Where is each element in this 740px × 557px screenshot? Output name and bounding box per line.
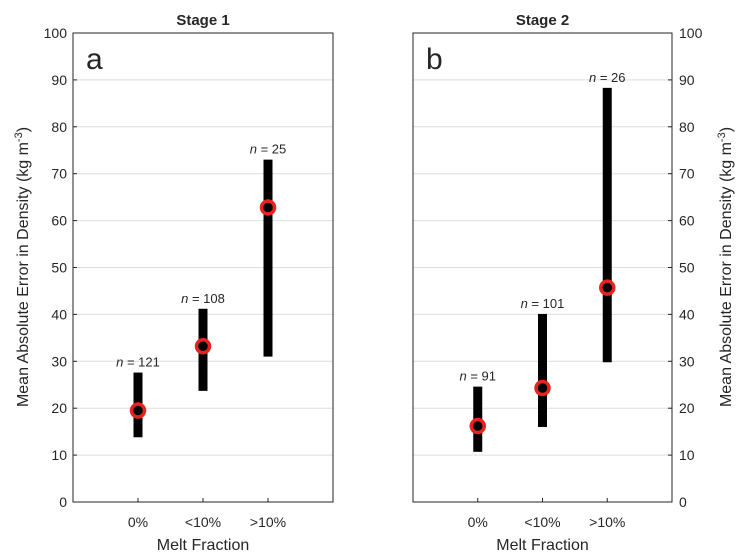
y-tick-label: 0 bbox=[679, 494, 687, 510]
n-value: = 91 bbox=[470, 369, 496, 384]
ylabel-right: Mean Absolute Error in Density (kg m-3) bbox=[716, 127, 735, 407]
y-tick-label: 70 bbox=[679, 166, 695, 182]
y-tick-label: 30 bbox=[679, 353, 695, 369]
ylabel-right-text: Mean Absolute Error in Density (kg m bbox=[718, 142, 735, 407]
range-bar bbox=[602, 87, 612, 363]
y-tick-label: 40 bbox=[51, 306, 67, 322]
y-tick-label: 90 bbox=[679, 72, 695, 88]
y-tick-label: 30 bbox=[51, 353, 67, 369]
n-label: n = 121 bbox=[116, 355, 160, 370]
x-tick-label: <10% bbox=[524, 514, 560, 530]
n-symbol: n bbox=[521, 296, 532, 311]
ylabel-left-close: ) bbox=[15, 127, 32, 132]
mean-marker bbox=[534, 379, 551, 397]
panel-title: Stage 1 bbox=[176, 12, 229, 29]
y-tick-label: 80 bbox=[679, 119, 695, 135]
n-symbol: n bbox=[116, 355, 127, 370]
n-symbol: n bbox=[589, 70, 600, 85]
x-tick-label: 0% bbox=[468, 514, 488, 530]
y-tick-label: 0 bbox=[59, 494, 67, 510]
n-symbol: n bbox=[459, 369, 470, 384]
y-tick-label: 10 bbox=[51, 447, 67, 463]
n-label: n = 25 bbox=[250, 142, 287, 157]
ylabel-left-sup: -3 bbox=[13, 132, 25, 142]
x-tick-label: >10% bbox=[589, 514, 625, 530]
y-tick-label: 80 bbox=[51, 119, 67, 135]
mean-marker bbox=[469, 417, 486, 435]
mean-marker bbox=[129, 402, 147, 419]
y-tick-label: 60 bbox=[51, 213, 67, 229]
x-axis-label: Melt Fraction bbox=[157, 537, 249, 554]
n-label: n = 91 bbox=[459, 369, 496, 384]
n-label: n = 101 bbox=[521, 296, 565, 311]
y-tick-label: 70 bbox=[51, 166, 67, 182]
n-label: n = 26 bbox=[589, 70, 626, 85]
mean-marker bbox=[194, 338, 212, 355]
mean-marker bbox=[599, 279, 616, 296]
y-tick-label: 100 bbox=[679, 25, 703, 41]
n-value: = 26 bbox=[600, 70, 626, 85]
x-tick-label: <10% bbox=[185, 514, 221, 530]
y-tick-label: 50 bbox=[51, 260, 67, 276]
x-tick-label: 0% bbox=[128, 514, 148, 530]
range-bar bbox=[538, 313, 547, 427]
ylabel-right-close: ) bbox=[718, 127, 735, 132]
mean-marker bbox=[259, 199, 277, 216]
n-value: = 108 bbox=[192, 291, 225, 306]
y-tick-label: 90 bbox=[51, 72, 67, 88]
n-value: = 101 bbox=[531, 296, 564, 311]
n-symbol: n bbox=[250, 142, 261, 157]
n-symbol: n bbox=[181, 291, 192, 306]
y-tick-label: 100 bbox=[44, 25, 68, 41]
panel-stage-1: 0 10 20 30 40 50 60 70 80 90 100 Stage 1 a Melt Fract… bbox=[44, 12, 334, 554]
y-tick-label: 60 bbox=[679, 213, 695, 229]
x-tick-label: >10% bbox=[250, 514, 286, 530]
panel-title: Stage 2 bbox=[516, 12, 569, 29]
range-bar bbox=[263, 159, 273, 357]
y-tick-label: 50 bbox=[679, 260, 695, 276]
y-tick-label: 10 bbox=[679, 447, 695, 463]
n-label: n = 108 bbox=[181, 291, 225, 306]
y-tick-label: 20 bbox=[51, 400, 67, 416]
panel-label: b bbox=[426, 43, 443, 76]
panel-stage-2: 0 10 20 30 40 50 60 70 80 90 100 Stage 2 b Melt Fract… bbox=[412, 12, 703, 554]
n-value: = 121 bbox=[127, 355, 160, 370]
ylabel-right-sup: -3 bbox=[716, 132, 728, 142]
y-tick-label: 40 bbox=[679, 306, 695, 322]
y-tick-label: 20 bbox=[679, 400, 695, 416]
ylabel-left-text: Mean Absolute Error in Density (kg m bbox=[15, 142, 32, 407]
ylabel-left: Mean Absolute Error in Density (kg m-3) bbox=[13, 127, 32, 407]
n-value: = 25 bbox=[261, 142, 287, 157]
x-axis-label: Melt Fraction bbox=[496, 537, 588, 554]
panel-label: a bbox=[86, 43, 103, 76]
